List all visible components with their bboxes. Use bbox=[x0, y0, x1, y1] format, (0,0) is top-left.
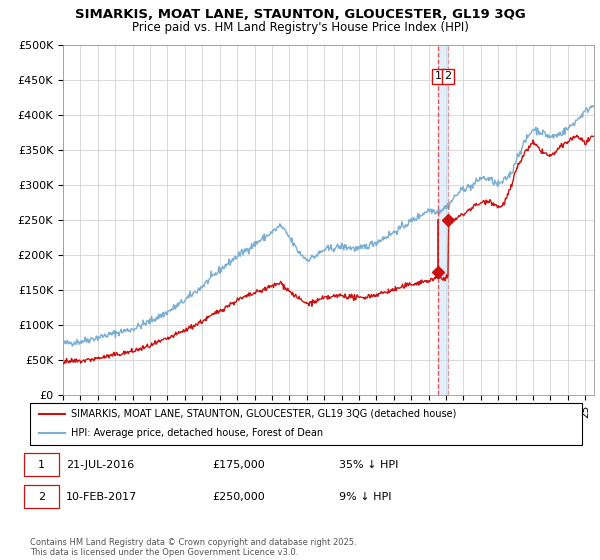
Text: 9% ↓ HPI: 9% ↓ HPI bbox=[339, 492, 392, 502]
FancyBboxPatch shape bbox=[25, 453, 59, 476]
Text: £175,000: £175,000 bbox=[212, 460, 265, 470]
Text: 2: 2 bbox=[38, 492, 45, 502]
FancyBboxPatch shape bbox=[25, 486, 59, 508]
Text: SIMARKIS, MOAT LANE, STAUNTON, GLOUCESTER, GL19 3QG: SIMARKIS, MOAT LANE, STAUNTON, GLOUCESTE… bbox=[74, 8, 526, 21]
Text: Price paid vs. HM Land Registry's House Price Index (HPI): Price paid vs. HM Land Registry's House … bbox=[131, 21, 469, 34]
Text: Contains HM Land Registry data © Crown copyright and database right 2025.
This d: Contains HM Land Registry data © Crown c… bbox=[30, 538, 356, 557]
Text: 35% ↓ HPI: 35% ↓ HPI bbox=[339, 460, 398, 470]
Text: 2: 2 bbox=[445, 71, 452, 81]
FancyBboxPatch shape bbox=[30, 403, 582, 445]
Text: £250,000: £250,000 bbox=[212, 492, 265, 502]
Text: SIMARKIS, MOAT LANE, STAUNTON, GLOUCESTER, GL19 3QG (detached house): SIMARKIS, MOAT LANE, STAUNTON, GLOUCESTE… bbox=[71, 409, 457, 419]
Text: HPI: Average price, detached house, Forest of Dean: HPI: Average price, detached house, Fore… bbox=[71, 428, 323, 438]
Text: 10-FEB-2017: 10-FEB-2017 bbox=[66, 492, 137, 502]
Bar bbox=[438, 45, 448, 395]
Text: 21-JUL-2016: 21-JUL-2016 bbox=[66, 460, 134, 470]
Text: 1: 1 bbox=[38, 460, 45, 470]
Text: 1: 1 bbox=[434, 71, 442, 81]
